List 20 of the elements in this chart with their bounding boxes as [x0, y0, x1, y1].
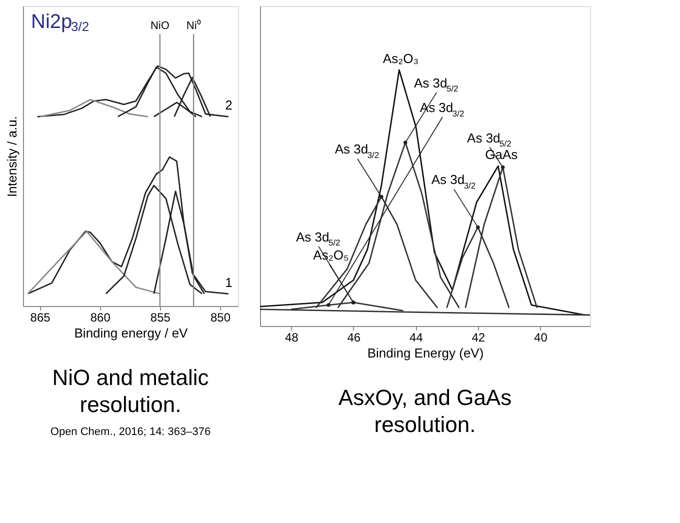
- x-tick-label: 46: [347, 330, 361, 344]
- x-tick-label: 850: [210, 310, 231, 324]
- annotation: 2: [225, 98, 232, 113]
- x-tick-label: 865: [30, 310, 51, 324]
- annotation: 1: [225, 274, 232, 290]
- text: NiO and metalic resolution.: [52, 365, 209, 417]
- text: Open Chem., 2016; 14: 363–376: [50, 426, 211, 438]
- x-tick-label: 40: [534, 330, 548, 344]
- y-axis-title: Intensity / a.u.: [4, 116, 20, 197]
- ref-line-label: Ni⁰: [186, 19, 201, 32]
- x-tick-label: 42: [472, 330, 486, 344]
- x-axis-title: Binding energy / eV: [74, 326, 188, 340]
- x-tick-label: 855: [150, 310, 171, 324]
- x-tick-label: 48: [284, 330, 299, 344]
- annotation: As₂O₃: [382, 51, 419, 66]
- ref-line-label: NiO: [150, 20, 170, 32]
- x-axis-title: Binding Energy (eV): [367, 346, 484, 360]
- text: AsxOy, and GaAs resolution.: [338, 385, 512, 437]
- x-tick-label: 44: [409, 330, 424, 344]
- x-tick-label: 860: [90, 310, 111, 324]
